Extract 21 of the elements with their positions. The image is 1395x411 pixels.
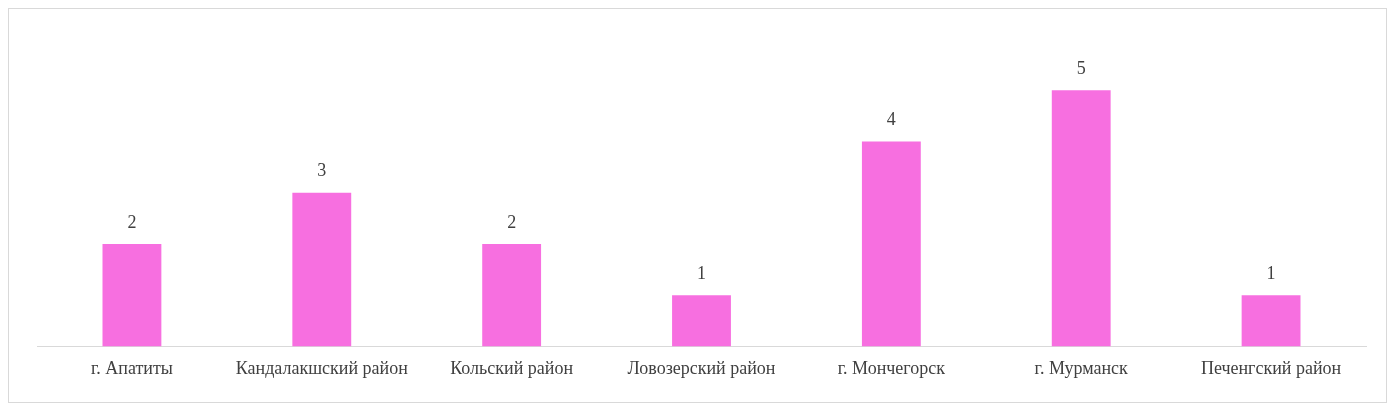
data-label: 4	[886, 109, 896, 130]
bar	[482, 243, 542, 347]
bar	[292, 192, 352, 347]
bar	[1241, 295, 1301, 347]
data-label: 2	[507, 211, 517, 232]
x-tick-label: г. Апатиты	[90, 357, 173, 378]
x-tick-label: Кандалакшский район	[235, 357, 409, 378]
x-tick-label: г. Мурманск	[1034, 357, 1129, 378]
data-label: 2	[127, 211, 137, 232]
data-label: 1	[697, 262, 706, 283]
x-tick-label: Ловозерский район	[627, 357, 776, 378]
x-tick-label: г. Мончегорск	[837, 357, 946, 378]
data-label: 5	[1076, 57, 1086, 78]
bar	[102, 243, 162, 347]
x-tick-label: Кольский район	[450, 357, 574, 378]
x-tick-label: Печенгский район	[1200, 357, 1342, 378]
data-label: 1	[1266, 262, 1276, 283]
bar	[1051, 90, 1111, 347]
bar	[672, 295, 731, 347]
data-label: 3	[317, 160, 327, 181]
bar	[861, 141, 921, 347]
